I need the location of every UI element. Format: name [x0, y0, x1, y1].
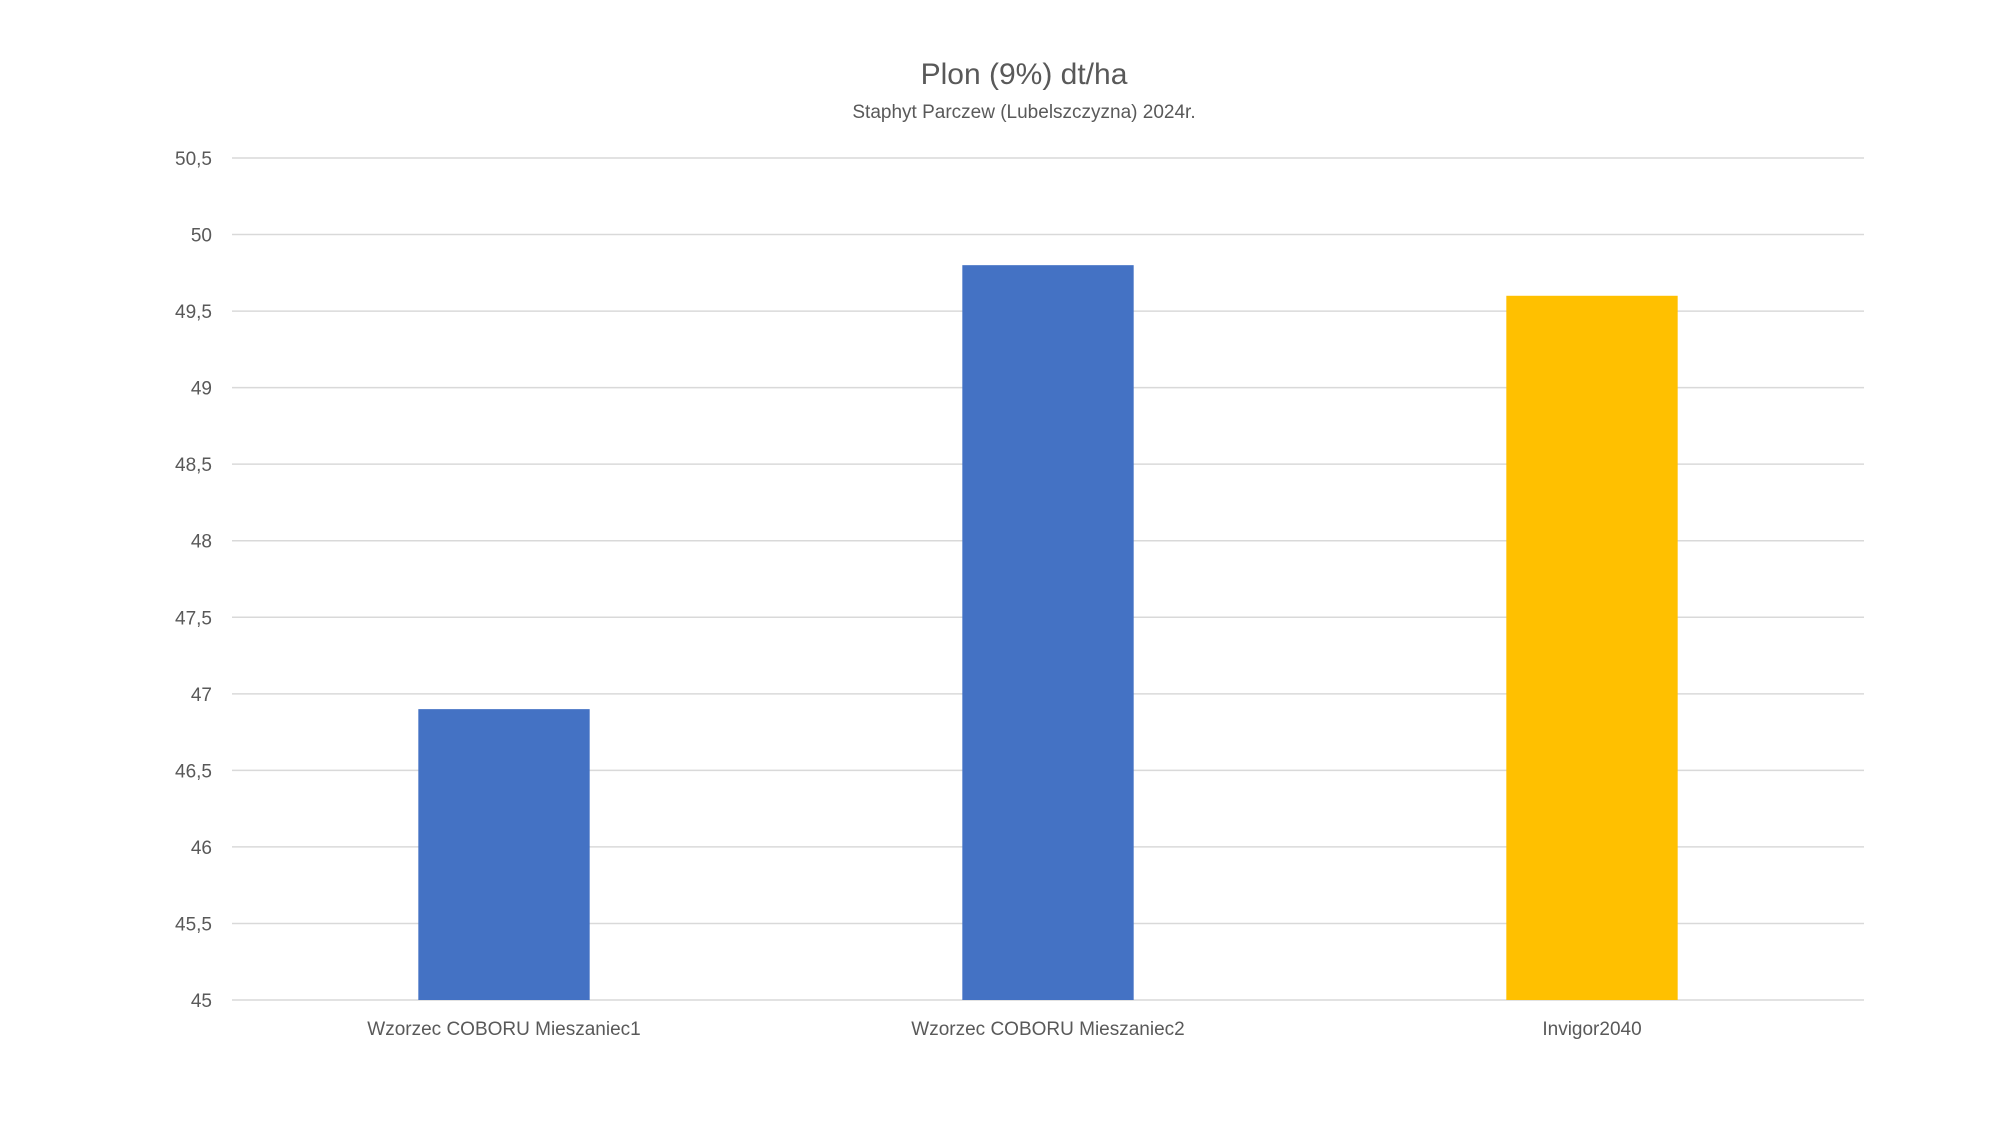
y-tick-label: 46: [191, 838, 212, 859]
x-axis-tick-labels: Wzorzec COBORU Mieszaniec1 Wzorzec COBORU…: [367, 1019, 1641, 1040]
bar: [1506, 295, 1678, 1000]
x-tick-label: Wzorzec COBORU Mieszaniec1: [367, 1019, 640, 1040]
bar: [962, 265, 1134, 1000]
x-tick-label: Invigor2040: [1542, 1019, 1641, 1040]
y-tick-label: 50: [191, 226, 212, 247]
bars: [418, 265, 1678, 1000]
y-tick-label: 45,5: [175, 914, 212, 935]
y-tick-label: 48,5: [175, 455, 212, 476]
y-tick-label: 48: [191, 532, 212, 553]
bar: [418, 709, 590, 1000]
y-tick-label: 50,5: [175, 149, 212, 170]
x-tick-label: Wzorzec COBORU Mieszaniec2: [911, 1019, 1184, 1040]
y-tick-label: 49: [191, 379, 212, 400]
y-tick-label: 47,5: [175, 608, 212, 629]
chart-subtitle: Staphyt Parczew (Lubelszczyzna) 2024r.: [852, 102, 1196, 123]
y-tick-label: 47: [191, 685, 212, 706]
chart-title: Plon (9%) dt/ha: [920, 58, 1128, 91]
y-tick-label: 49,5: [175, 302, 212, 323]
y-tick-label: 46,5: [175, 761, 212, 782]
y-axis-tick-labels: 45 45,5 46 46,5 47 47,5 48 48,5 49 49,5 50 50,5: [175, 149, 212, 1012]
y-tick-label: 45: [191, 991, 212, 1012]
